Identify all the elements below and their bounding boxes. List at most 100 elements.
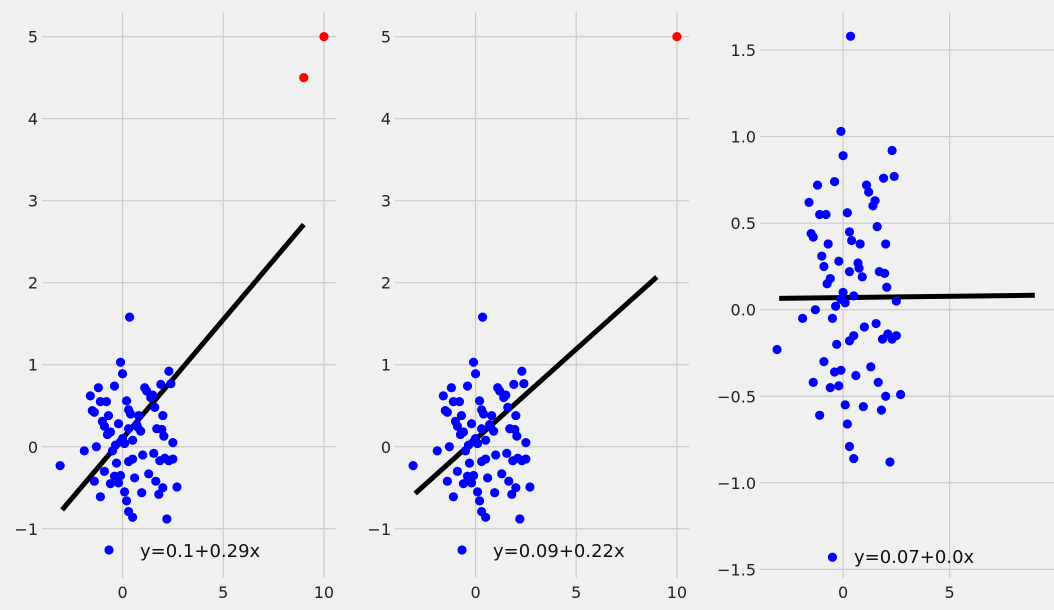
data-point: [844, 227, 855, 237]
x-tick-label: 0: [470, 583, 480, 602]
panel-3: 0 5 −1.5 −1.0 −0.5 0.0 0.5 1.0 1.5 y=0.07+0.0x: [717, 12, 1054, 602]
data-point: [138, 450, 148, 460]
data-point: [876, 405, 887, 415]
y-tick-label: 5: [381, 28, 391, 47]
data-point: [502, 448, 512, 458]
data-point: [432, 446, 442, 456]
data-point: [458, 479, 469, 489]
outlier-point: [672, 32, 682, 42]
data-point: [115, 470, 126, 481]
y-tick-label: 0.0: [731, 301, 756, 320]
data-point: [842, 419, 852, 429]
data-point: [162, 514, 172, 524]
data-point: [825, 383, 835, 393]
data-point: [838, 151, 848, 161]
data-point: [849, 453, 859, 464]
outlier-point: [319, 32, 329, 42]
data-point: [487, 410, 497, 421]
fit-line: [60, 222, 306, 512]
data-point: [481, 435, 491, 445]
data-point: [889, 171, 899, 182]
data-point: [854, 263, 864, 273]
data-point: [842, 208, 852, 218]
data-point: [861, 180, 872, 190]
y-tick-label: −1.0: [717, 474, 756, 493]
data-point: [119, 438, 130, 449]
data-point: [881, 239, 891, 249]
data-point: [168, 438, 178, 448]
data-point: [880, 268, 890, 278]
data-point: [105, 479, 116, 489]
data-point: [456, 410, 467, 421]
data-point: [119, 487, 130, 497]
data-point: [464, 458, 475, 468]
data-point: [808, 377, 818, 388]
data-point: [829, 177, 840, 187]
fit-line: [779, 292, 1035, 301]
data-point: [444, 442, 454, 452]
data-point: [819, 261, 829, 272]
data-point: [128, 512, 138, 522]
y-tick-label: 2: [28, 274, 38, 293]
data-point: [130, 473, 140, 483]
data-point: [477, 312, 488, 322]
data-point: [452, 466, 463, 476]
y-tick-label: 1.0: [731, 128, 756, 147]
data-point: [849, 331, 859, 341]
data-point: [858, 402, 868, 412]
data-point: [474, 396, 485, 406]
data-point: [121, 496, 132, 506]
data-point: [815, 410, 825, 420]
data-point: [126, 409, 136, 419]
data-point: [847, 235, 857, 246]
data-point: [851, 370, 861, 381]
data-point: [99, 466, 110, 476]
data-point: [446, 383, 456, 393]
data-point: [89, 476, 99, 486]
data-point: [128, 435, 138, 445]
data-point: [166, 378, 176, 389]
data-point: [808, 232, 818, 242]
legend-marker: [457, 545, 467, 555]
x-tick-label: 10: [667, 583, 687, 602]
data-point: [91, 442, 101, 452]
data-point: [79, 446, 89, 456]
data-point: [124, 312, 135, 322]
data-point: [815, 209, 825, 220]
data-point: [849, 291, 859, 301]
data-point: [158, 483, 168, 493]
data-point: [855, 239, 865, 249]
y-tick-label: 4: [381, 110, 391, 129]
data-point: [836, 365, 846, 375]
y-tick-label: 4: [28, 110, 38, 129]
data-point: [509, 379, 519, 390]
data-point: [137, 488, 147, 498]
data-point: [840, 298, 850, 308]
data-point: [821, 209, 831, 220]
data-point: [150, 402, 160, 412]
data-point: [511, 410, 521, 421]
data-point: [136, 426, 146, 436]
data-point: [834, 381, 844, 391]
data-point: [172, 482, 182, 492]
data-point: [864, 187, 874, 197]
data-point: [812, 180, 823, 190]
data-point: [156, 379, 166, 390]
data-point: [454, 397, 465, 407]
data-point: [834, 256, 844, 266]
data-point: [472, 487, 483, 497]
data-point: [466, 419, 477, 429]
y-tick-label: 3: [28, 192, 38, 211]
data-point: [840, 400, 850, 410]
data-point: [489, 426, 499, 436]
data-point: [827, 313, 838, 323]
data-point: [468, 357, 479, 367]
data-point: [472, 438, 483, 449]
data-point: [158, 410, 168, 421]
legend-label: y=0.09+0.22x: [493, 541, 625, 562]
data-point: [882, 282, 892, 292]
data-point: [159, 431, 169, 441]
data-point: [483, 473, 493, 483]
data-point: [93, 383, 103, 393]
data-point: [479, 409, 489, 419]
